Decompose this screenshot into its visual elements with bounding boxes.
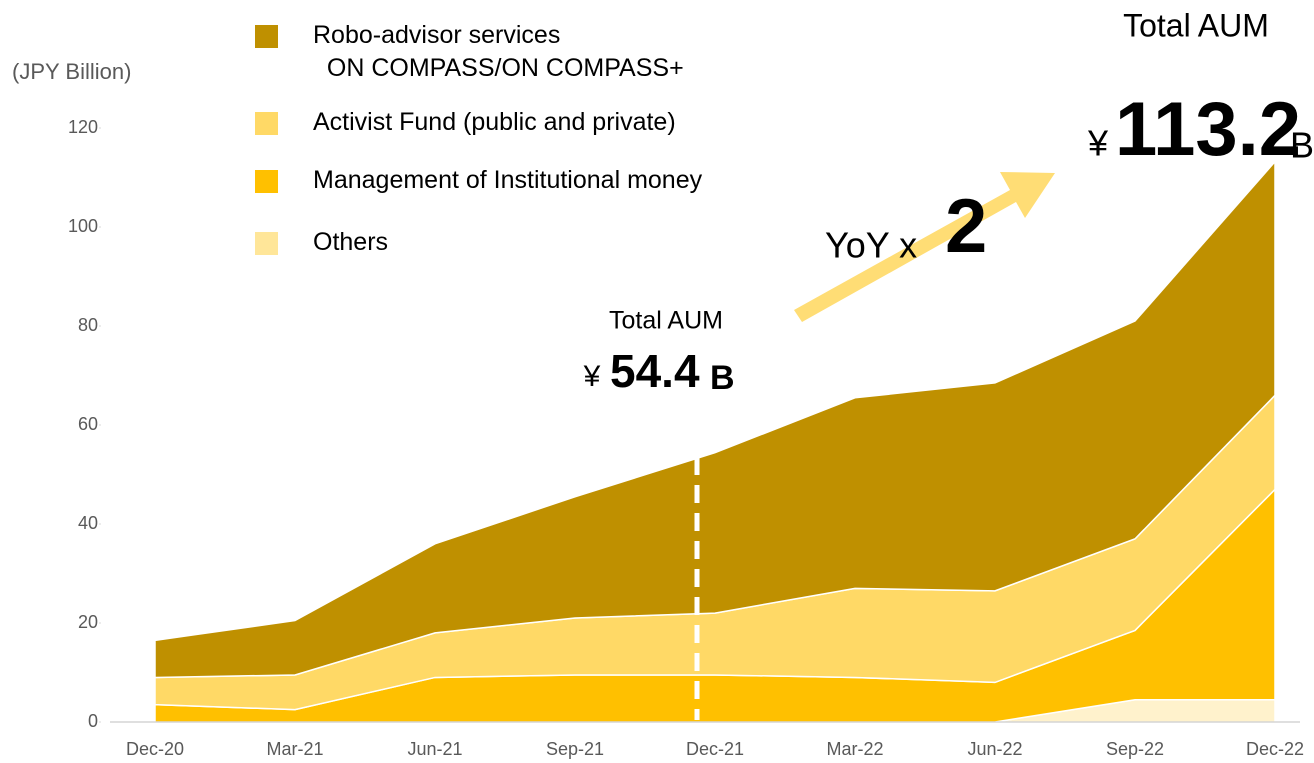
y-tick-label: 20 <box>78 612 98 632</box>
annotation: 113.2 <box>1115 87 1301 172</box>
x-tick-label: Dec-22 <box>1246 739 1304 759</box>
annotation: Total AUM <box>1123 7 1269 43</box>
annotation: 54.4 <box>610 345 700 397</box>
x-tick-label: Dec-21 <box>686 739 744 759</box>
y-tick-label: 100 <box>68 216 98 236</box>
legend-swatch <box>255 232 278 255</box>
growth-arrow <box>794 172 1055 322</box>
x-tick-label: Jun-22 <box>967 739 1022 759</box>
x-tick-label: Sep-22 <box>1106 739 1164 759</box>
areas <box>154 159 1276 723</box>
x-tick-label: Mar-22 <box>826 739 883 759</box>
y-tick-label: 0 <box>88 711 98 731</box>
y-tick-label: 40 <box>78 513 98 533</box>
y-tick-label: 80 <box>78 315 98 335</box>
area <box>154 159 1276 679</box>
annotation: Total AUM <box>609 307 723 335</box>
x-tick-label: Sep-21 <box>546 739 604 759</box>
legend-swatch <box>255 170 278 193</box>
annotation: ¥ <box>583 360 601 393</box>
annotation: B <box>710 359 735 397</box>
x-tick-label: Jun-21 <box>407 739 462 759</box>
legend-label: Activist Fund (public and private) <box>313 108 676 136</box>
legend-swatch <box>255 112 278 135</box>
y-tick-label: 120 <box>68 117 98 137</box>
x-tick-label: Mar-21 <box>266 739 323 759</box>
legend-label: Others <box>313 228 389 256</box>
legend-swatch <box>255 25 278 48</box>
annotation: B <box>1290 125 1314 166</box>
y-tick-label: 60 <box>78 414 98 434</box>
legend-label: Management of Institutional money <box>313 166 703 194</box>
legend-label: Robo-advisor services ON COMPASS/ON COMP… <box>313 21 684 82</box>
x-tick-label: Dec-20 <box>126 739 184 759</box>
annotation: 2 <box>945 184 987 269</box>
annotation: ¥ <box>1087 123 1109 164</box>
y-axis-label: (JPY Billion) <box>12 59 131 84</box>
annotation: YoY x <box>825 225 917 266</box>
